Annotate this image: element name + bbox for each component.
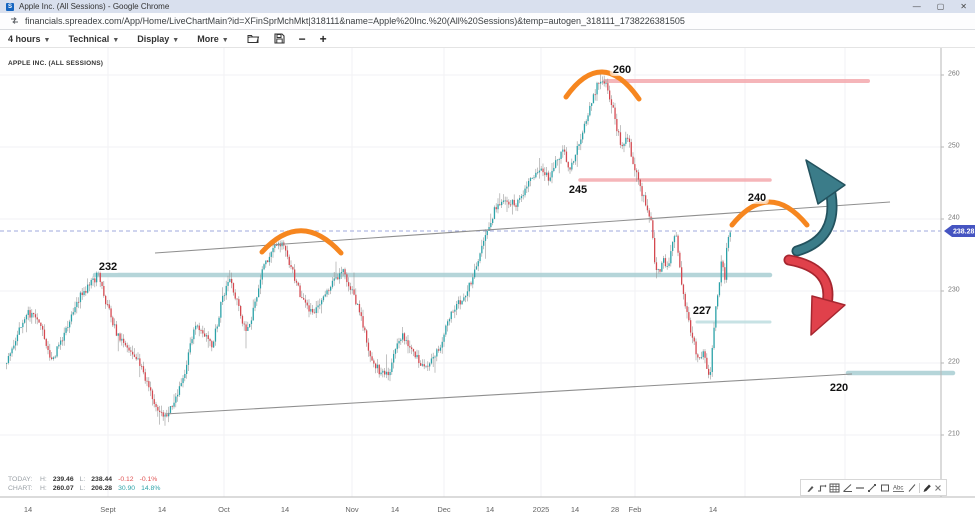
- time-tick-label: 14: [157, 505, 167, 514]
- time-tick-label: 14: [23, 505, 33, 514]
- time-tick-label: Sept: [100, 505, 116, 514]
- time-tick-label: 28: [610, 505, 620, 514]
- technical-menu[interactable]: Technical ▼: [68, 33, 120, 44]
- close-icon[interactable]: ✕: [960, 2, 967, 11]
- svg-text:Abc: Abc: [893, 485, 903, 491]
- arc-annotations: [259, 69, 810, 256]
- pencil-icon[interactable]: [922, 483, 932, 493]
- time-tick-label: Oct: [218, 505, 230, 514]
- svg-text:238.28: 238.28: [953, 229, 975, 236]
- price-tick-label: 260: [948, 70, 960, 78]
- price-tick-label: 230: [948, 286, 960, 294]
- time-tick-label: 14: [390, 505, 400, 514]
- today-status-row: TODAY: H: 239.46 L: 238.44 -0.12 -0.1%: [8, 476, 158, 483]
- toolbar-divider: [918, 482, 920, 493]
- chevron-down-icon: ▼: [221, 36, 229, 44]
- price-level-label[interactable]: 240: [744, 192, 770, 204]
- up-arrow: [791, 159, 846, 257]
- time-tick-label: 14: [485, 505, 495, 514]
- save-icon[interactable]: [274, 33, 285, 44]
- chevron-down-icon: ▼: [112, 36, 120, 44]
- axes: [0, 48, 975, 498]
- chart-change-pct: 14.8%: [141, 485, 161, 492]
- candle-wicks: [6, 70, 731, 426]
- chart-high: 260.07: [52, 485, 74, 492]
- today-high: 239.46: [52, 476, 74, 483]
- grid-lines: [0, 48, 941, 497]
- down-arrow: [783, 254, 846, 336]
- minimize-icon[interactable]: —: [912, 2, 921, 11]
- price-tick-label: 240: [948, 214, 960, 222]
- price-level-label[interactable]: 232: [95, 261, 121, 273]
- price-tick-label: 210: [948, 430, 960, 438]
- price-status: TODAY: H: 239.46 L: 238.44 -0.12 -0.1% C…: [8, 476, 160, 494]
- price-level-label[interactable]: 220: [826, 382, 852, 394]
- chevron-down-icon: ▼: [43, 36, 51, 44]
- timeframe-menu[interactable]: 4 hours ▼: [8, 33, 51, 44]
- trend-lines: [154, 201, 891, 415]
- rectangle-icon[interactable]: [880, 483, 890, 493]
- more-menu[interactable]: More ▼: [197, 33, 229, 44]
- site-settings-icon[interactable]: [10, 16, 19, 27]
- price-tick-label: 250: [948, 142, 960, 150]
- open-folder-icon[interactable]: [247, 33, 260, 44]
- chevron-down-icon: ▼: [172, 36, 180, 44]
- today-change: -0.12: [118, 476, 134, 483]
- today-low: 238.44: [91, 476, 113, 483]
- price-level-label[interactable]: 227: [689, 305, 715, 317]
- marker-icon[interactable]: [805, 483, 815, 493]
- chart-toolbar: 4 hours ▼ Technical ▼ Display ▼ More ▼ − +: [0, 30, 975, 48]
- instrument-watermark: APPLE INC. (ALL SESSIONS): [8, 60, 104, 67]
- time-tick-label: Nov: [345, 505, 359, 514]
- zoom-in-button[interactable]: +: [319, 31, 327, 46]
- trend-angle-icon[interactable]: [842, 483, 853, 493]
- candlestick-chart[interactable]: 238.28: [0, 48, 975, 523]
- maximize-icon[interactable]: ▢: [936, 2, 945, 11]
- time-tick-label: 14: [280, 505, 290, 514]
- chart-status-row: CHART: H: 260.07 L: 206.28 30.90 14.8%: [8, 485, 161, 492]
- time-tick-label: 2025: [532, 505, 550, 514]
- diagonal-line-icon[interactable]: [907, 483, 917, 493]
- today-change-pct: -0.1%: [139, 476, 158, 483]
- drawing-toolbar: Abc: [800, 479, 947, 496]
- price-level-label[interactable]: 260: [609, 64, 635, 76]
- zoom-out-button[interactable]: −: [298, 31, 306, 46]
- elbow-line-icon[interactable]: [817, 483, 827, 493]
- spreadex-favicon-icon: S: [6, 2, 14, 11]
- delete-x-icon[interactable]: [934, 484, 942, 492]
- time-tick-label: Dec: [437, 505, 451, 514]
- current-price-badge: 238.28: [944, 225, 975, 237]
- url-text[interactable]: financials.spreadex.com/App/Home/LiveCha…: [25, 16, 685, 26]
- price-level-label[interactable]: 245: [565, 184, 591, 196]
- chart-change: 30.90: [118, 485, 136, 492]
- display-menu[interactable]: Display ▼: [137, 33, 180, 44]
- text-abc-icon[interactable]: Abc: [892, 483, 905, 493]
- window-title: Apple Inc. (All Sessions) - Google Chrom…: [19, 2, 170, 11]
- time-tick-label: 14: [708, 505, 718, 514]
- url-bar[interactable]: financials.spreadex.com/App/Home/LiveCha…: [0, 13, 975, 30]
- horizontal-line-icon[interactable]: [855, 483, 865, 493]
- chart-canvas[interactable]: 238.28 APPLE INC. (ALL SESSIONS) 260 245 2…: [0, 48, 975, 523]
- level-lines: [92, 79, 956, 376]
- segment-icon[interactable]: [867, 483, 877, 493]
- chart-low: 206.28: [91, 485, 113, 492]
- time-tick-label: 14: [570, 505, 580, 514]
- window-titlebar: S Apple Inc. (All Sessions) - Google Chr…: [0, 0, 975, 13]
- time-tick-label: Feb: [628, 505, 642, 514]
- candle-bodies: [6, 81, 731, 417]
- price-tick-label: 220: [948, 358, 960, 366]
- fib-grid-icon[interactable]: [829, 483, 840, 493]
